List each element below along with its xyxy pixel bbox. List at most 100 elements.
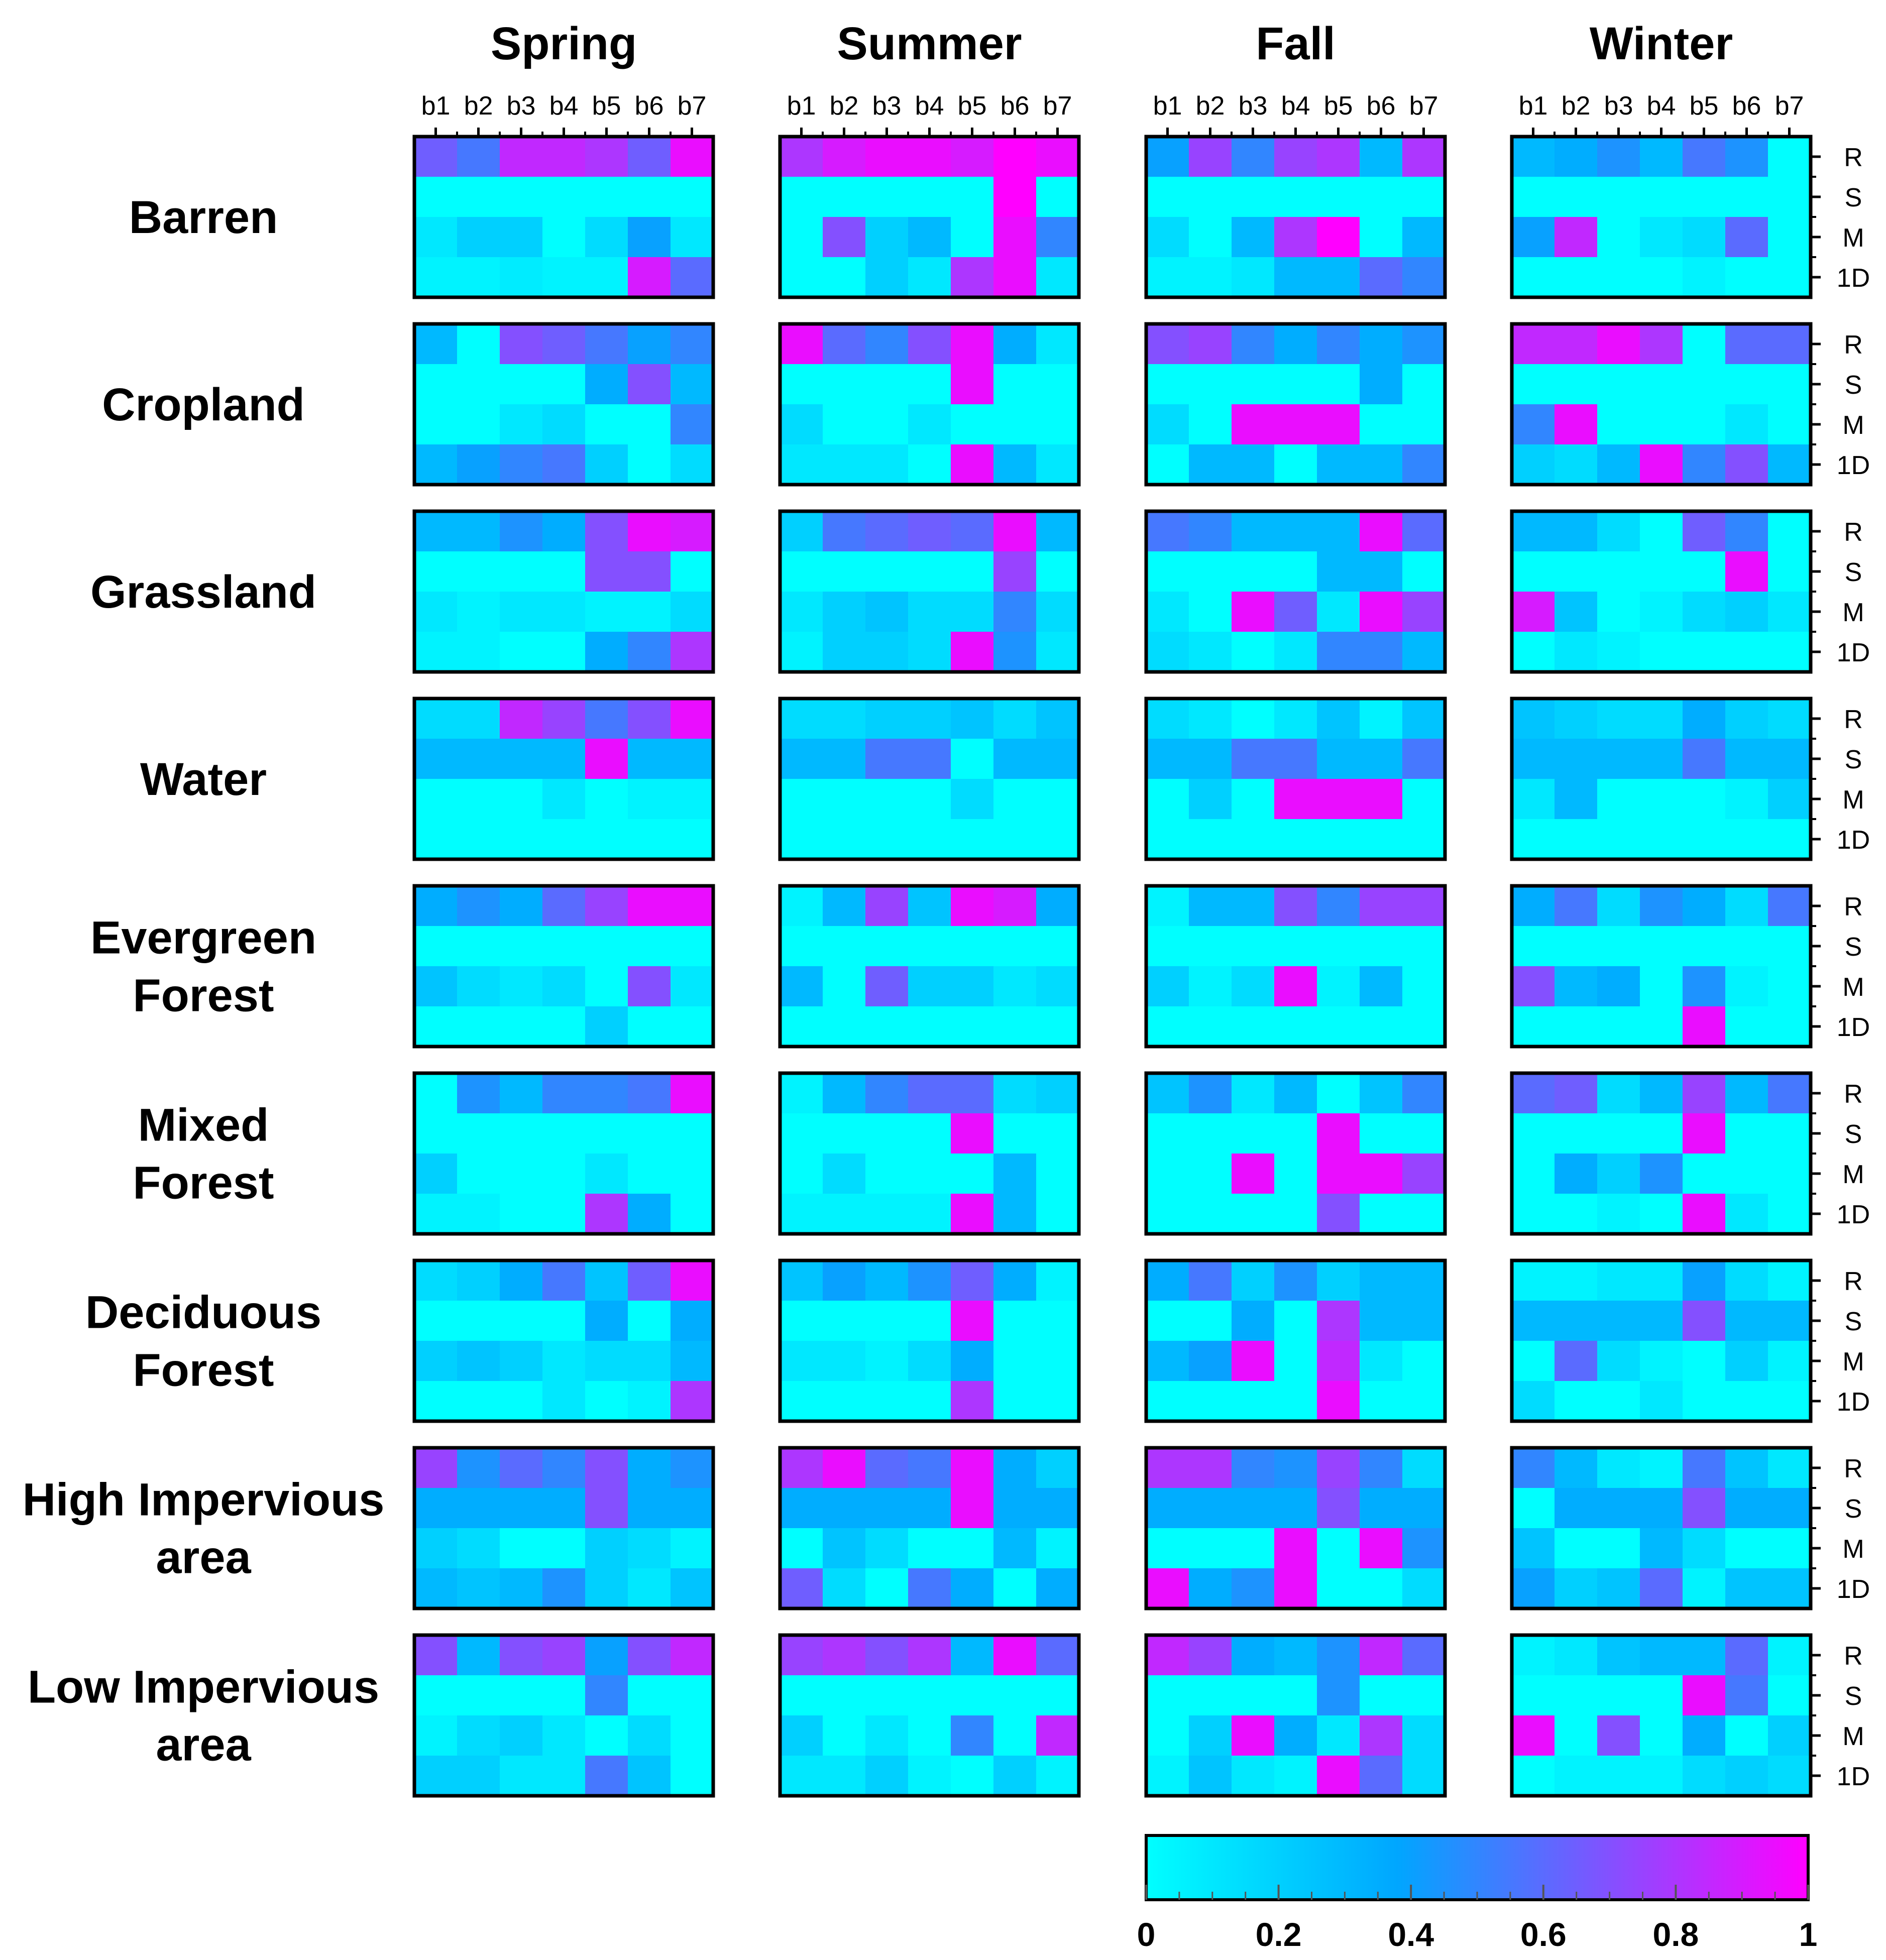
heatmap-cell (628, 1154, 671, 1194)
heatmap-cell (1402, 257, 1446, 298)
heatmap-cell (1683, 1006, 1726, 1047)
heatmap-panel-deciduous-forest-winter: RSM 1D (1510, 1258, 1870, 1423)
heatmap-cell (585, 404, 628, 445)
heatmap-cell (1597, 699, 1640, 739)
heatmap-cell (457, 1448, 500, 1488)
heatmap-cell (993, 1154, 1037, 1194)
panel-frame (778, 1258, 1081, 1423)
heatmap-cell (1725, 1073, 1768, 1114)
heatmap-cell (500, 1113, 543, 1154)
heatmap-cell (1512, 404, 1555, 445)
heatmap-cell (457, 1113, 500, 1154)
heatmap-cell (1146, 404, 1189, 445)
heatmap-cell (1683, 257, 1726, 298)
heatmap-cell (908, 819, 951, 860)
panel-frame (1144, 1446, 1447, 1610)
heatmap-cell (1555, 1528, 1598, 1569)
heatmap-cell (1232, 137, 1275, 177)
heatmap-cell (1597, 1756, 1640, 1796)
heatmap-cell (1597, 926, 1640, 967)
heatmap-cell (1512, 699, 1555, 739)
row-label-m: M (1842, 411, 1864, 440)
heatmap-cell (1725, 819, 1768, 860)
heatmap-cell (780, 1448, 823, 1488)
heatmap-cell (1768, 1194, 1811, 1234)
heatmap-cell (671, 137, 714, 177)
heatmap-cell (585, 926, 628, 967)
heatmap-cell (1512, 1381, 1555, 1422)
heatmap-cell (1360, 1006, 1403, 1047)
heatmap-cell (908, 217, 951, 258)
heatmap-cell (1512, 511, 1555, 552)
heatmap-cell (780, 217, 823, 258)
heatmap-cell (628, 1073, 671, 1114)
heatmap-cell (1146, 1260, 1189, 1301)
heatmap-cell (1232, 1301, 1275, 1341)
heatmap-cell (628, 1635, 671, 1676)
heatmap-cell (585, 1448, 628, 1488)
heatmap-cell (671, 966, 714, 1007)
heatmap-cell (908, 739, 951, 779)
heatmap-cell (865, 324, 909, 365)
heatmap-cell (1189, 926, 1232, 967)
heatmap-cell (1725, 364, 1768, 405)
heatmap-cell (542, 739, 586, 779)
heatmap-cell (542, 966, 586, 1007)
heatmap-cell (1189, 1448, 1232, 1488)
heatmap-cell (1555, 1154, 1598, 1194)
heatmap-cell (1683, 404, 1726, 445)
heatmap-cell (414, 364, 458, 405)
heatmap-cell (780, 1635, 823, 1676)
heatmap-cell (414, 1568, 458, 1609)
heatmap-cell (671, 1488, 714, 1529)
heatmap-cell (1232, 364, 1275, 405)
heatmap-cell (1725, 779, 1768, 820)
heatmap-cell (542, 926, 586, 967)
heatmap-cell (1036, 324, 1079, 365)
heatmap-cell (1640, 1715, 1683, 1756)
heatmap-cell (414, 444, 458, 485)
heatmap-cell (1683, 592, 1726, 632)
heatmap-cell (500, 886, 543, 927)
heatmap-cell (1036, 1568, 1079, 1609)
heatmap-cell (1036, 1528, 1079, 1569)
heatmap-cell (1597, 886, 1640, 927)
heatmap-cell (457, 1756, 500, 1796)
heatmap-cell (1683, 1301, 1726, 1341)
heatmap-cell (1274, 779, 1317, 820)
heatmap-cell (1768, 137, 1811, 177)
heatmap-cell (1317, 1194, 1360, 1234)
row-label-s: S (1845, 1494, 1862, 1524)
heatmap-cell (1512, 1715, 1555, 1756)
heatmap-cell (1640, 1073, 1683, 1114)
heatmap-cell (671, 1341, 714, 1381)
heatmap-cell (542, 257, 586, 298)
heatmap-cell (414, 1113, 458, 1154)
heatmap-cell (542, 1154, 586, 1194)
heatmap-cell (585, 632, 628, 672)
heatmap-cell (993, 1715, 1037, 1756)
panel-frame (778, 1446, 1081, 1610)
heatmap-cell (993, 699, 1037, 739)
heatmap-cell (908, 779, 951, 820)
heatmap-cell (628, 739, 671, 779)
heatmap-cell (1360, 404, 1403, 445)
heatmap-cell (1725, 592, 1768, 632)
heatmap-cell (1036, 926, 1079, 967)
panel-frame (778, 509, 1081, 674)
heatmap-cell (1360, 1715, 1403, 1756)
row-label-r: R (1844, 1080, 1863, 1109)
heatmap-cell (865, 1528, 909, 1569)
heatmap-cell (1725, 217, 1768, 258)
heatmap-cell (1768, 1675, 1811, 1716)
heatmap-cell (1036, 1341, 1079, 1381)
heatmap-cell (1597, 1528, 1640, 1569)
heatmap-cell (457, 217, 500, 258)
panel-frame (412, 1633, 715, 1798)
band-label-fall-b3: b3 (1239, 91, 1268, 121)
heatmap-cell (1232, 1381, 1275, 1422)
heatmap-cell (1232, 1528, 1275, 1569)
heatmap-cell (1189, 1006, 1232, 1047)
heatmap-cell (951, 177, 994, 217)
